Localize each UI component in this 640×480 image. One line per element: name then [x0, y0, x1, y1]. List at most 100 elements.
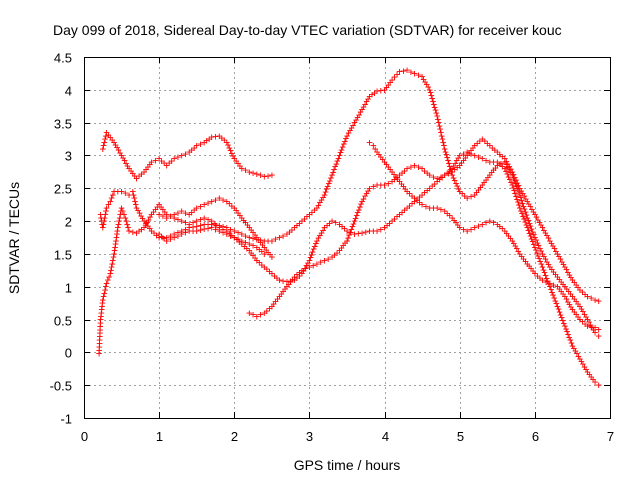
data-point-fill: + — [258, 258, 265, 271]
data-point: + — [216, 224, 223, 237]
data-point-fill: + — [228, 199, 235, 212]
data-point-fill: + — [347, 124, 354, 137]
data-point-fill: + — [401, 164, 408, 177]
data-point-fill: + — [188, 206, 195, 219]
data-point-fill: + — [213, 219, 220, 232]
data-point-fill: + — [257, 236, 264, 249]
data-point-fill: + — [212, 130, 219, 143]
data-point-fill: + — [422, 75, 429, 88]
data-point-fill: + — [98, 211, 105, 224]
data-point-fill: + — [518, 194, 525, 207]
data-point-fill: + — [244, 219, 251, 232]
data-point-fill: + — [477, 181, 484, 194]
data-point: + — [223, 228, 230, 241]
data-point-fill: + — [205, 197, 212, 210]
chart-title: Day 099 of 2018, Sidereal Day-to-day VTE… — [53, 22, 562, 38]
data-point: + — [261, 307, 268, 320]
data-point-fill: + — [294, 268, 301, 281]
data-point: + — [441, 142, 448, 155]
data-point-fill: + — [114, 185, 121, 198]
data-point-fill: + — [530, 205, 537, 218]
data-point-fill: + — [575, 298, 582, 311]
data-point-fill: + — [197, 213, 204, 226]
data-point: + — [449, 169, 456, 182]
data-point: + — [321, 188, 328, 201]
data-point-fill: + — [355, 227, 362, 240]
data-point: + — [171, 208, 178, 221]
data-point: + — [336, 149, 343, 162]
data-point-fill: + — [550, 289, 557, 302]
data-point: + — [216, 221, 223, 234]
data-point-fill: + — [294, 219, 301, 232]
data-point-fill: + — [499, 222, 506, 235]
data-point: + — [314, 234, 321, 247]
data-point-fill: + — [520, 210, 527, 223]
data-point-fill: + — [228, 147, 235, 160]
data-point-fill: + — [522, 206, 529, 219]
data-point-fill: + — [459, 187, 466, 200]
data-point-fill: + — [550, 266, 557, 279]
data-point-fill: + — [266, 265, 273, 278]
data-point-fill: + — [399, 206, 406, 219]
data-point-fill: + — [248, 247, 255, 260]
data-point: + — [516, 202, 523, 215]
data-point-fill: + — [272, 295, 279, 308]
data-point-fill: + — [324, 180, 331, 193]
data-point-fill: + — [294, 272, 301, 285]
data-point: + — [201, 211, 208, 224]
data-point-fill: + — [518, 204, 525, 217]
data-point-fill: + — [310, 259, 317, 272]
data-point: + — [426, 202, 433, 215]
data-point-fill: + — [338, 143, 345, 156]
data-point-fill: + — [544, 255, 551, 268]
data-point-fill: + — [578, 303, 585, 316]
data-point-fill: + — [124, 218, 131, 231]
data-point-fill: + — [521, 190, 528, 203]
data-point-fill: + — [588, 320, 595, 333]
data-point-fill: + — [175, 229, 182, 242]
data-point-fill: + — [265, 246, 272, 259]
data-point: + — [148, 208, 155, 221]
y-tick-label: 1.5 — [54, 248, 72, 263]
data-point-fill: + — [498, 157, 505, 170]
data-point-fill: + — [226, 141, 233, 154]
data-point-fill: + — [303, 259, 310, 272]
data-point: + — [201, 136, 208, 149]
data-point: + — [141, 221, 148, 234]
data-point: + — [486, 139, 493, 152]
x-tick-label: 4 — [382, 429, 389, 444]
data-point: + — [141, 165, 148, 178]
data-point-fill: + — [250, 308, 257, 321]
data-point-fill: + — [372, 142, 379, 155]
data-point: + — [539, 247, 546, 260]
data-point-fill: + — [158, 154, 165, 167]
data-point-fill: + — [352, 212, 359, 225]
data-point: + — [156, 228, 163, 241]
data-point-fill: + — [414, 193, 421, 206]
data-point-fill: + — [111, 244, 118, 257]
data-point-fill: + — [257, 308, 264, 321]
data-point-fill: + — [150, 206, 157, 219]
data-point-fill: + — [394, 210, 401, 223]
data-point-fill: + — [296, 217, 303, 230]
data-point-fill: + — [152, 154, 159, 167]
data-point-fill: + — [406, 187, 413, 200]
data-point: + — [494, 159, 501, 172]
data-point-fill: + — [212, 223, 219, 236]
data-point-fill: + — [332, 216, 339, 229]
data-point: + — [554, 247, 561, 260]
data-point-fill: + — [527, 220, 534, 233]
data-point-fill: + — [490, 156, 497, 169]
data-point-fill: + — [505, 170, 512, 183]
data-point-fill: + — [551, 242, 558, 255]
data-point: + — [223, 221, 230, 234]
data-point-fill: + — [151, 227, 158, 240]
data-point-fill: + — [514, 183, 521, 196]
data-point-fill: + — [582, 288, 589, 301]
series-track-4: +++++++++++++++++++++++++++++++ — [156, 221, 268, 260]
data-point-fill: + — [514, 193, 521, 206]
data-point: + — [253, 254, 260, 267]
data-point-fill: + — [240, 214, 247, 227]
data-point: + — [246, 221, 253, 234]
data-point-fill: + — [308, 248, 315, 261]
